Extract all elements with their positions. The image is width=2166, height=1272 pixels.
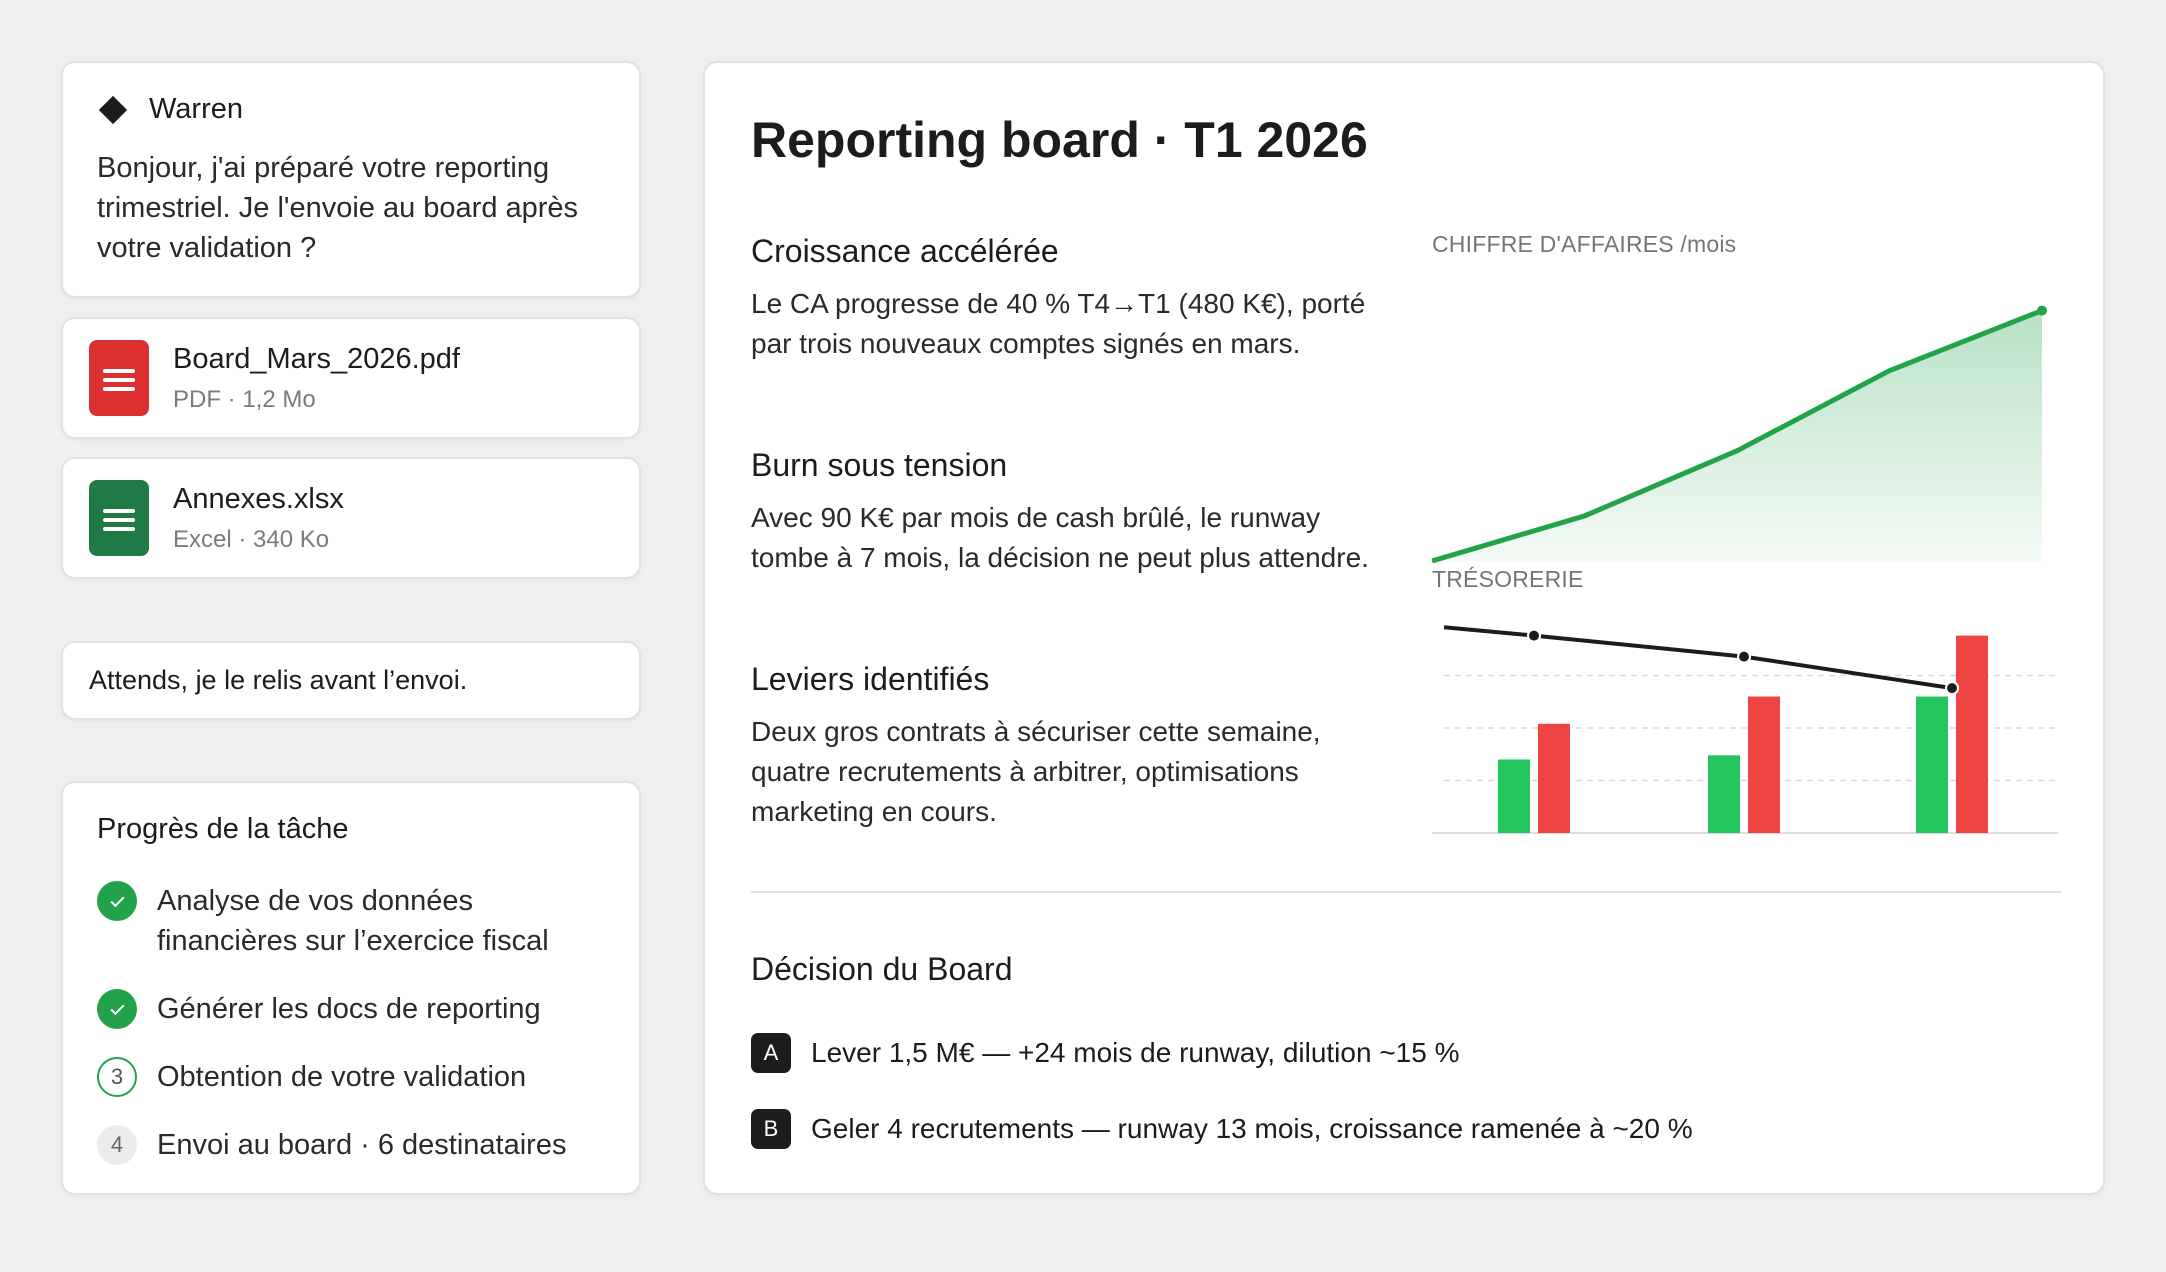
attachment-meta: PDF · 1,2 Mo bbox=[173, 385, 316, 413]
decision-option-a[interactable]: A Lever 1,5 M€ — +24 mois de runway, dil… bbox=[751, 1033, 1460, 1073]
user-reply-text: Attends, je le relis avant l’envoi. bbox=[89, 665, 468, 695]
progress-title: Progrès de la tâche bbox=[97, 813, 349, 845]
user-reply-card: Attends, je le relis avant l’envoi. bbox=[61, 641, 641, 720]
step-number-3: 3 bbox=[97, 1057, 137, 1097]
decision-title: Décision du Board bbox=[751, 951, 1013, 987]
progress-step-1: Analyse de vos données financières sur l… bbox=[97, 881, 577, 961]
progress-step-2: Générer les docs de reporting bbox=[97, 989, 541, 1029]
section-levers: Leviers identifiés Deux gros contrats à … bbox=[751, 661, 1391, 832]
assistant-message-text: Bonjour, j'ai préparé votre reporting tr… bbox=[97, 152, 579, 264]
option-key-badge: A bbox=[751, 1033, 791, 1073]
treasury-bar-red bbox=[1538, 723, 1570, 833]
section-body: Deux gros contrats à sécuriser cette sem… bbox=[751, 716, 1321, 827]
section-burn: Burn sous tension Avec 90 K€ par mois de… bbox=[751, 447, 1391, 578]
treasury-bar-green bbox=[1708, 755, 1740, 833]
revenue-line bbox=[1432, 308, 2043, 563]
step-label: Analyse de vos données financières sur l… bbox=[157, 885, 549, 957]
treasury-bar-chart bbox=[1432, 625, 2058, 834]
option-label: Lever 1,5 M€ — +24 mois de runway, dilut… bbox=[811, 1037, 1460, 1068]
task-progress-card: Progrès de la tâche Analyse de vos donné… bbox=[61, 781, 641, 1195]
revenue-end-point bbox=[2037, 305, 2047, 316]
attachment-meta: Excel · 340 Ko bbox=[173, 525, 330, 553]
attachment-name: Annexes.xlsx bbox=[173, 482, 344, 515]
report-title: Reporting board · T1 2026 bbox=[751, 112, 1368, 168]
treasury-line-point bbox=[1945, 681, 1959, 696]
section-divider bbox=[751, 891, 2061, 893]
spreadsheet-file-icon bbox=[89, 480, 149, 556]
option-key-badge: B bbox=[751, 1109, 791, 1149]
step-label: Obtention de votre validation bbox=[157, 1061, 527, 1093]
check-circle-icon bbox=[97, 989, 137, 1029]
revenue-area-chart bbox=[1432, 305, 2047, 563]
attachment-pdf[interactable]: Board_Mars_2026.pdf PDF · 1,2 Mo bbox=[61, 317, 641, 439]
attachment-name: Board_Mars_2026.pdf bbox=[173, 342, 460, 375]
treasury-line-point bbox=[1527, 628, 1541, 643]
treasury-chart-title: TRÉSORERIE bbox=[1432, 566, 1584, 592]
treasury-bar-red bbox=[1956, 635, 1988, 833]
pdf-file-icon bbox=[89, 340, 149, 416]
treasury-bar-green bbox=[1498, 759, 1530, 833]
treasury-bar-red bbox=[1748, 696, 1780, 833]
check-circle-icon bbox=[97, 881, 137, 921]
assistant-header: Warren bbox=[97, 93, 605, 126]
section-body: Avec 90 K€ par mois de cash brûlé, le ru… bbox=[751, 502, 1369, 573]
step-label: Générer les docs de reporting bbox=[157, 993, 541, 1025]
assistant-name: Warren bbox=[149, 93, 243, 125]
report-document: Reporting board · T1 2026 Croissance acc… bbox=[703, 61, 2105, 1195]
section-growth: Croissance accélérée Le CA progresse de … bbox=[751, 233, 1391, 364]
attachment-xlsx[interactable]: Annexes.xlsx Excel · 340 Ko bbox=[61, 457, 641, 579]
option-label: Geler 4 recrutements — runway 13 mois, c… bbox=[811, 1113, 1693, 1144]
progress-step-4: 4 Envoi au board · 6 destinataires bbox=[97, 1125, 566, 1165]
section-heading: Burn sous tension bbox=[751, 447, 1008, 483]
progress-step-3: 3 Obtention de votre validation bbox=[97, 1057, 526, 1097]
treasury-line-point bbox=[1737, 649, 1751, 664]
diamond-icon bbox=[98, 95, 128, 124]
treasury-line bbox=[1443, 625, 1953, 691]
step-number-4: 4 bbox=[97, 1125, 137, 1165]
section-body: Le CA progresse de 40 % T4→T1 (480 K€), … bbox=[751, 288, 1366, 359]
treasury-bar-green bbox=[1916, 696, 1948, 833]
section-heading: Leviers identifiés bbox=[751, 661, 990, 697]
decision-option-b[interactable]: B Geler 4 recrutements — runway 13 mois,… bbox=[751, 1109, 1693, 1149]
step-label: Envoi au board · 6 destinataires bbox=[157, 1129, 567, 1161]
section-heading: Croissance accélérée bbox=[751, 233, 1059, 269]
revenue-chart-title: CHIFFRE D'AFFAIRES /mois bbox=[1432, 231, 1737, 257]
assistant-message-card: Warren Bonjour, j'ai préparé votre repor… bbox=[61, 61, 641, 298]
